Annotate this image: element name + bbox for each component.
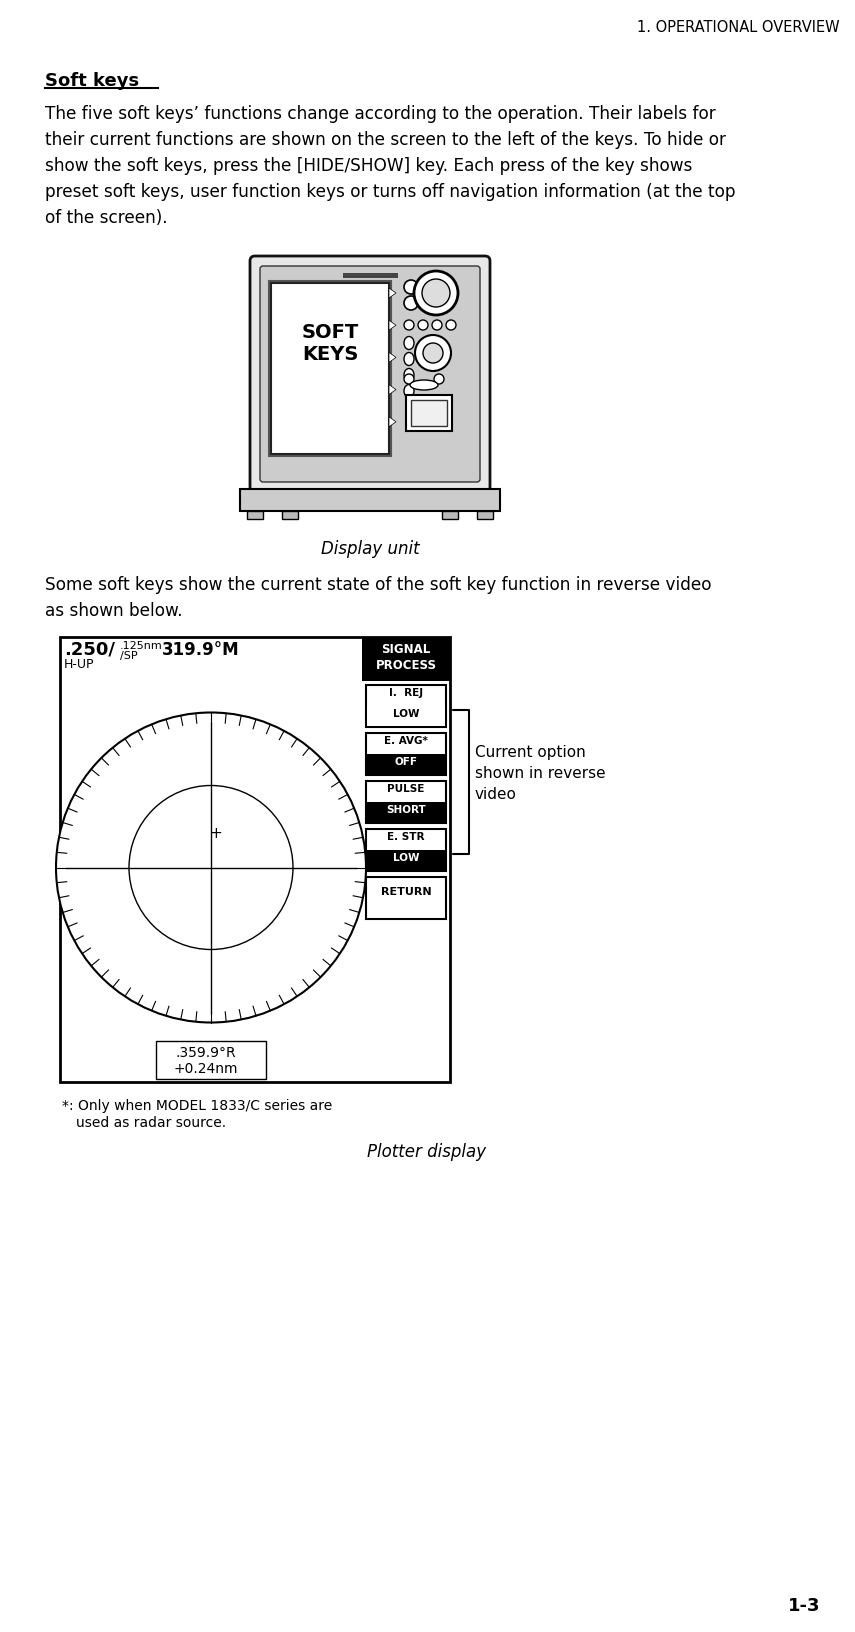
Bar — [367, 707, 445, 726]
Ellipse shape — [410, 380, 438, 390]
Bar — [367, 754, 445, 775]
Polygon shape — [389, 385, 396, 395]
Polygon shape — [389, 418, 396, 428]
Circle shape — [404, 297, 418, 310]
Text: I.  REJ: I. REJ — [389, 687, 423, 697]
Text: of the screen).: of the screen). — [45, 209, 168, 227]
Text: E. STR: E. STR — [387, 831, 425, 842]
Circle shape — [404, 375, 414, 385]
Bar — [269, 282, 391, 457]
Bar — [362, 638, 450, 682]
Text: preset soft keys, user function keys or turns off navigation information (at the: preset soft keys, user function keys or … — [45, 183, 735, 201]
Polygon shape — [389, 353, 396, 364]
Ellipse shape — [404, 385, 414, 398]
Text: SHORT: SHORT — [386, 805, 426, 814]
Text: PULSE: PULSE — [387, 783, 425, 793]
Text: Current option
shown in reverse
video: Current option shown in reverse video — [475, 744, 605, 801]
Text: H-UP: H-UP — [64, 658, 95, 671]
Text: LOW: LOW — [392, 708, 419, 718]
Circle shape — [446, 322, 456, 331]
Text: 319.9°M: 319.9°M — [162, 641, 239, 659]
Text: The five soft keys’ functions change according to the operation. Their labels fo: The five soft keys’ functions change acc… — [45, 104, 716, 122]
Text: 1. OPERATIONAL OVERVIEW: 1. OPERATIONAL OVERVIEW — [637, 20, 840, 34]
Bar — [366, 878, 446, 919]
Bar — [477, 512, 493, 519]
Text: SOFT
KEYS: SOFT KEYS — [301, 323, 358, 364]
FancyBboxPatch shape — [250, 256, 490, 493]
Bar — [156, 1041, 266, 1079]
Bar — [366, 782, 446, 824]
Ellipse shape — [404, 369, 414, 382]
Text: 1-3: 1-3 — [787, 1596, 820, 1614]
Bar — [366, 829, 446, 871]
Text: Plotter display: Plotter display — [368, 1142, 486, 1160]
Text: Display unit: Display unit — [321, 540, 419, 558]
Bar — [406, 395, 452, 432]
Bar — [366, 733, 446, 775]
Text: LOW: LOW — [392, 852, 419, 862]
Text: /SP: /SP — [120, 651, 138, 661]
Text: +0.24nm: +0.24nm — [174, 1061, 239, 1075]
Bar — [240, 490, 500, 512]
Text: .250/: .250/ — [64, 641, 115, 659]
Bar — [60, 638, 450, 1082]
Text: .125nm: .125nm — [120, 641, 162, 651]
Polygon shape — [389, 322, 396, 331]
Circle shape — [422, 279, 450, 308]
Circle shape — [423, 344, 443, 364]
Circle shape — [418, 322, 428, 331]
Circle shape — [415, 336, 451, 372]
FancyBboxPatch shape — [260, 268, 480, 483]
Text: E. AVG*: E. AVG* — [384, 736, 428, 746]
Text: show the soft keys, press the [HIDE/SHOW] key. Each press of the key shows: show the soft keys, press the [HIDE/SHOW… — [45, 157, 693, 175]
Text: used as radar source.: used as radar source. — [76, 1115, 226, 1129]
Bar — [411, 401, 447, 426]
Text: Some soft keys show the current state of the soft key function in reverse video: Some soft keys show the current state of… — [45, 576, 711, 594]
Bar — [366, 685, 446, 728]
Text: as shown below.: as shown below. — [45, 602, 183, 620]
Bar — [247, 512, 263, 519]
Circle shape — [404, 322, 414, 331]
Circle shape — [414, 273, 458, 317]
Text: OFF: OFF — [394, 757, 417, 767]
Bar — [442, 512, 458, 519]
Text: +: + — [209, 826, 222, 840]
Bar — [282, 512, 298, 519]
Circle shape — [434, 375, 444, 385]
Circle shape — [404, 281, 418, 295]
Bar — [343, 274, 398, 279]
Text: *: Only when MODEL 1833/C series are: *: Only when MODEL 1833/C series are — [62, 1098, 333, 1113]
Polygon shape — [389, 289, 396, 299]
Circle shape — [56, 713, 366, 1023]
Circle shape — [432, 322, 442, 331]
Ellipse shape — [404, 353, 414, 366]
Bar — [367, 850, 445, 870]
Ellipse shape — [404, 338, 414, 351]
Text: RETURN: RETURN — [380, 886, 431, 896]
Bar — [271, 284, 389, 455]
Text: SIGNAL
PROCESS: SIGNAL PROCESS — [375, 643, 437, 672]
Circle shape — [129, 787, 293, 950]
Bar — [367, 803, 445, 823]
Text: .359.9°R: .359.9°R — [175, 1046, 236, 1059]
Text: their current functions are shown on the screen to the left of the keys. To hide: their current functions are shown on the… — [45, 131, 726, 149]
Text: Soft keys: Soft keys — [45, 72, 139, 90]
